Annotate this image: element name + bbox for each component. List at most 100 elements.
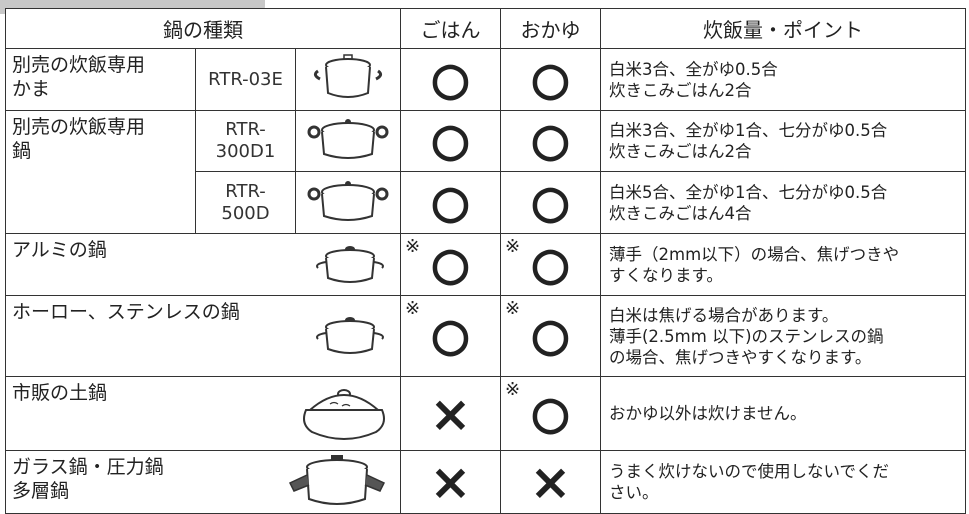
text-line: うまく炊けないので使用しないでくだ: [609, 462, 890, 481]
table-row: 別売の炊飯専用鍋 RTR- 300D1 ○ ○ 白米3合、全がゆ1合、七分がゆ0.5合 炊き…: [5, 110, 966, 234]
availability-mark: ○: [430, 310, 470, 361]
text-line: 薄手(2.5mm 以下)のステンレスの鍋: [609, 326, 884, 346]
image-cell: [295, 48, 401, 111]
header-cell: 鍋の種類: [5, 8, 401, 49]
text-line: 白米3合、全がゆ0.5合: [609, 59, 778, 79]
availability-mark: ×: [429, 453, 472, 511]
points-cell: おかゆ以外は炊けません。: [600, 376, 966, 451]
availability-mark: ○: [430, 53, 470, 105]
text-line: RTR-: [225, 119, 266, 140]
header-cell: おかゆ: [500, 8, 601, 49]
text-line: 鍋: [12, 140, 32, 162]
availability-mark: ×: [429, 384, 472, 443]
text-line: 炊きこみごはん4合: [609, 203, 752, 223]
text-line: 白米5合、全がゆ1合、七分がゆ0.5合: [609, 182, 888, 202]
porridge-cell: ※ ○: [500, 233, 601, 296]
name-cell: 別売の炊飯専用 かま: [5, 48, 196, 111]
table-row: アルミの鍋 ※ ○ ※ ○ 薄手（2mm以下）の場合、焦げつきや すくなります。: [5, 233, 966, 296]
pot-icon: [307, 180, 389, 221]
text-line: RTR-: [225, 180, 266, 202]
pot-icon: [316, 317, 384, 354]
pot-icon: [316, 245, 384, 283]
pot-icon: [288, 455, 386, 505]
table-row: ガラス鍋・圧力鍋 多層鍋 × × うまく炊けないので使用しないでくだ さい。: [5, 450, 966, 514]
porridge-cell: ○: [500, 171, 601, 234]
points-cell: 白米3合、全がゆ1合、七分がゆ0.5合 炊きこみごはん2合: [600, 110, 966, 172]
rice-cell: ○: [400, 171, 501, 234]
text-line: すくなります。: [609, 265, 723, 285]
header-cell: ごはん: [400, 8, 501, 49]
points-cell: 白米は焦げる場合があります。 薄手(2.5mm 以下)のステンレスの鍋 の場合、焦げ…: [600, 295, 966, 377]
note-mark: ※: [505, 379, 521, 400]
text-line: の場合、焦げつきやすくなります。: [609, 347, 872, 367]
availability-mark: ○: [430, 115, 470, 166]
note-mark: ※: [405, 298, 421, 319]
points-cell: 白米5合、全がゆ1合、七分がゆ0.5合 炊きこみごはん4合: [600, 171, 966, 234]
text-line: 300D1: [215, 141, 276, 162]
text-line: 白米3合、全がゆ1合、七分がゆ0.5合: [609, 121, 888, 140]
porridge-cell: ○: [500, 48, 601, 111]
table-row: 市販の土鍋 × ※ ○ おかゆ以外は炊けません。: [5, 376, 966, 451]
availability-mark: ○: [430, 176, 470, 228]
availability-mark: ○: [530, 238, 570, 290]
availability-mark: ○: [530, 387, 570, 439]
rice-cell: ○: [400, 48, 501, 111]
rice-cell: ○: [400, 110, 501, 172]
rice-cell: ※ ○: [400, 233, 501, 296]
text-line: 別売の炊飯専用: [12, 116, 146, 138]
text-line: 白米は焦げる場合があります。: [609, 305, 839, 325]
porridge-cell: ※ ○: [500, 295, 601, 377]
availability-mark: ×: [529, 453, 572, 511]
name-cell: 市販の土鍋: [5, 376, 401, 451]
image-cell: [295, 110, 401, 172]
rice-cell: ※ ○: [400, 295, 501, 377]
table-body: 別売の炊飯専用 かま RTR-03E ○ ○ 白米3合、全がゆ0.5合 炊きこみごはん2合別…: [5, 48, 966, 514]
pot-table: 鍋の種類 ごはん おかゆ 炊飯量・ポイント 別売の炊飯専用 かま RTR-03E ○ ○…: [5, 8, 966, 514]
text-line: 炊きこみごはん2合: [609, 80, 752, 100]
text-line: 500D: [221, 202, 270, 224]
note-mark: ※: [505, 236, 521, 257]
pot-icon: [303, 388, 385, 440]
points-cell: 薄手（2mm以下）の場合、焦げつきや すくなります。: [600, 233, 966, 296]
table-row: ホーロー、ステンレスの鍋 ※ ○ ※ ○ 白米は焦げる場合があります。 薄手(2.5mm 以…: [5, 295, 966, 377]
text-line: ホーロー、ステンレスの鍋: [12, 301, 240, 323]
porridge-cell: ※ ○: [500, 376, 601, 451]
table-row: 別売の炊飯専用 かま RTR-03E ○ ○ 白米3合、全がゆ0.5合 炊きこみごはん2合: [5, 48, 966, 111]
availability-mark: ○: [530, 115, 570, 166]
header-cell: 炊飯量・ポイント: [600, 8, 966, 49]
name-cell: ガラス鍋・圧力鍋 多層鍋: [5, 450, 401, 514]
header-row: 鍋の種類 ごはん おかゆ 炊飯量・ポイント: [5, 8, 966, 49]
rice-cell: ×: [400, 450, 501, 514]
availability-mark: ○: [430, 238, 470, 290]
pot-icon: [307, 119, 389, 159]
note-mark: ※: [405, 236, 421, 257]
rice-cell: ×: [400, 376, 501, 451]
model-cell: RTR- 300D1: [195, 110, 296, 172]
note-mark: ※: [505, 298, 521, 319]
name-cell: アルミの鍋: [5, 233, 401, 296]
image-cell: [295, 171, 401, 234]
points-cell: 白米3合、全がゆ0.5合 炊きこみごはん2合: [600, 48, 966, 111]
text-line: アルミの鍋: [12, 239, 107, 261]
porridge-cell: ○: [500, 110, 601, 172]
text-line: 薄手（2mm以下）の場合、焦げつきや: [609, 244, 900, 264]
availability-mark: ○: [530, 176, 570, 228]
text-line: 多層鍋: [12, 480, 70, 502]
name-cell: ホーロー、ステンレスの鍋: [5, 295, 401, 377]
text-line: かま: [12, 78, 51, 100]
points-cell: うまく炊けないので使用しないでくだ さい。: [600, 450, 966, 514]
text-line: 別売の炊飯専用: [12, 54, 146, 76]
name-cell: 別売の炊飯専用鍋: [5, 110, 196, 234]
porridge-cell: ×: [500, 450, 601, 514]
text-line: さい。: [609, 483, 659, 502]
availability-mark: ○: [530, 310, 570, 361]
text-line: 炊きこみごはん2合: [609, 142, 752, 161]
model-cell: RTR-03E: [195, 48, 296, 111]
model-cell: RTR- 500D: [195, 171, 296, 234]
table-row: RTR- 500D ○ ○ 白米5合、全がゆ1合、七分がゆ0.5合 炊きこみごはん4合: [6, 171, 966, 234]
text-line: おかゆ以外は炊けません。: [609, 404, 807, 423]
pot-icon: [313, 53, 383, 98]
availability-mark: ○: [530, 53, 570, 105]
text-line: 市販の土鍋: [12, 382, 108, 404]
